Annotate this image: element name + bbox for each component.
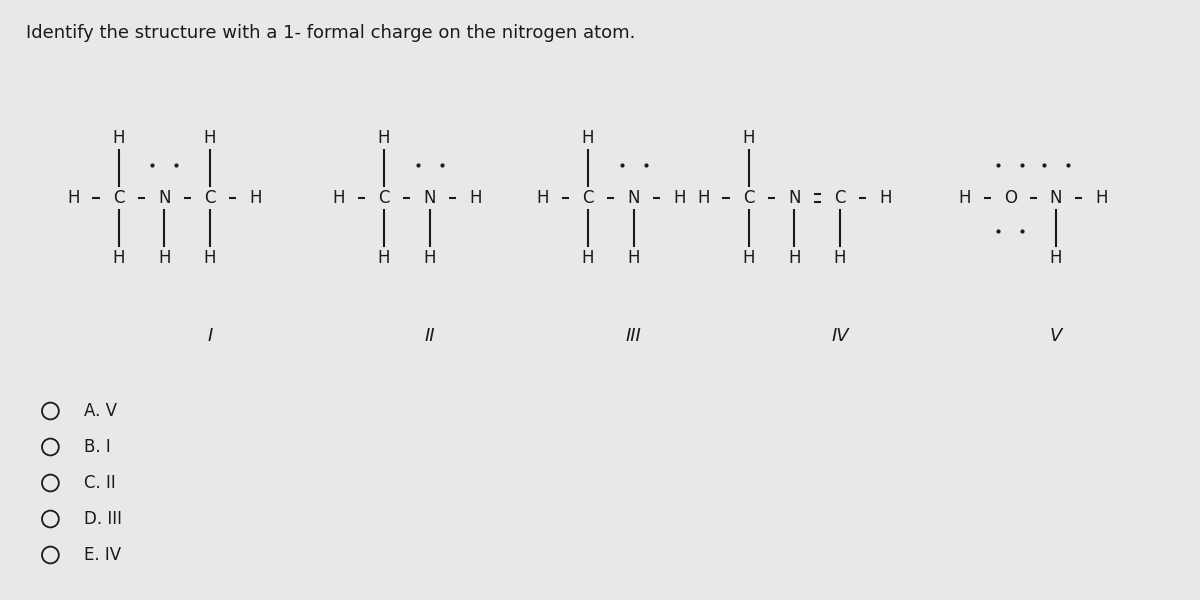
Text: H: H [743, 129, 755, 147]
Text: H: H [204, 129, 216, 147]
Text: H: H [469, 189, 481, 207]
Text: N: N [628, 189, 640, 207]
Text: IV: IV [832, 327, 848, 345]
Text: Identify the structure with a 1- formal charge on the nitrogen atom.: Identify the structure with a 1- formal … [26, 24, 636, 42]
Text: I: I [208, 327, 212, 345]
Text: A. V: A. V [84, 402, 118, 420]
Text: H: H [204, 249, 216, 267]
Text: O: O [1004, 189, 1016, 207]
Text: B. I: B. I [84, 438, 110, 456]
Text: C. II: C. II [84, 474, 115, 492]
Text: E. IV: E. IV [84, 546, 121, 564]
Text: N: N [424, 189, 436, 207]
Text: H: H [536, 189, 548, 207]
Text: C: C [113, 189, 125, 207]
Text: H: H [1096, 189, 1108, 207]
Text: N: N [158, 189, 170, 207]
Text: H: H [743, 249, 755, 267]
Text: D. III: D. III [84, 510, 122, 528]
Text: H: H [880, 189, 892, 207]
Text: H: H [332, 189, 344, 207]
Text: H: H [67, 189, 79, 207]
Text: H: H [628, 249, 640, 267]
Text: H: H [424, 249, 436, 267]
Text: H: H [673, 189, 685, 207]
Text: H: H [959, 189, 971, 207]
Text: H: H [378, 129, 390, 147]
Text: II: II [425, 327, 434, 345]
Text: C: C [743, 189, 755, 207]
Text: C: C [582, 189, 594, 207]
Text: C: C [378, 189, 390, 207]
Text: H: H [834, 249, 846, 267]
Text: H: H [697, 189, 709, 207]
Text: V: V [1050, 327, 1062, 345]
Text: C: C [204, 189, 216, 207]
Text: H: H [1050, 249, 1062, 267]
Text: H: H [113, 129, 125, 147]
Text: III: III [625, 327, 642, 345]
Text: N: N [1050, 189, 1062, 207]
Text: H: H [250, 189, 262, 207]
Text: H: H [582, 249, 594, 267]
Text: H: H [158, 249, 170, 267]
Text: N: N [788, 189, 800, 207]
Text: H: H [378, 249, 390, 267]
Text: H: H [582, 129, 594, 147]
Text: H: H [788, 249, 800, 267]
Text: H: H [113, 249, 125, 267]
Text: C: C [834, 189, 846, 207]
